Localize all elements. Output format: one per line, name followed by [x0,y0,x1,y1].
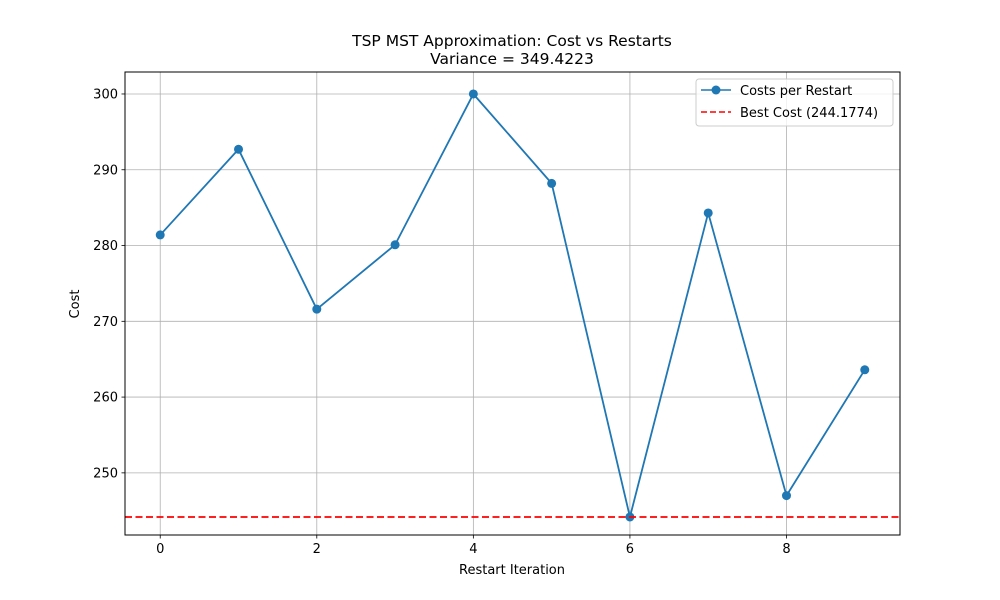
y-tick-label: 290 [93,163,118,178]
y-tick-label: 270 [93,315,118,330]
x-tick-label: 4 [469,542,477,557]
x-tick-label: 6 [626,542,634,557]
plot-area-frame [124,71,901,536]
x-tick-label: 8 [782,542,790,557]
cost-data-point [312,304,322,314]
cost-data-point [390,240,400,250]
legend: Costs per Restart Best Cost (244.1774) [695,78,894,127]
x-axis-label: Restart Iteration [459,563,565,578]
legend-marker-swatch [711,85,721,95]
legend-label-costs: Costs per Restart [740,84,852,99]
cost-data-point [155,230,165,240]
chart-subtitle: Variance = 349.4223 [430,50,594,68]
y-tick-label: 300 [93,87,118,102]
y-tick-label: 280 [93,239,118,254]
y-tick-label: 260 [93,391,118,406]
cost-data-point [468,89,478,99]
x-tick-label: 0 [156,542,164,557]
cost-data-point [860,365,870,375]
chart-title: TSP MST Approximation: Cost vs Restarts [351,32,672,50]
y-tick-label: 250 [93,466,118,481]
x-axis-ticks: 0 2 4 6 8 [156,535,791,557]
legend-box [695,78,894,127]
legend-label-best-cost: Best Cost (244.1774) [740,106,878,121]
cost-data-point [703,208,713,218]
y-axis-ticks: 250 260 270 280 290 300 [93,87,125,481]
plot-series [125,89,900,522]
cost-data-point [547,178,557,188]
cost-data-point [781,491,791,501]
costs-series-line [159,93,866,518]
cost-data-point [234,144,244,154]
x-tick-label: 2 [313,542,321,557]
y-axis-label: Cost [68,290,83,319]
